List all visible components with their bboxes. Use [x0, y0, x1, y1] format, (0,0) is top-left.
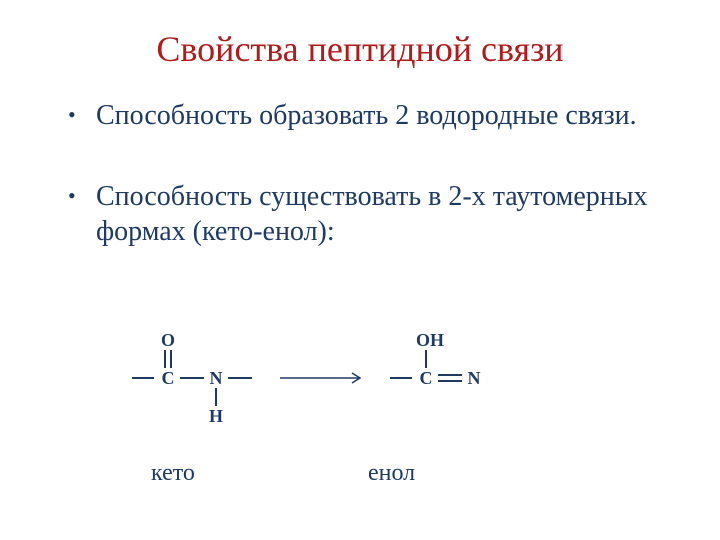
slide-title: Свойства пептидной связи: [50, 28, 670, 70]
bullet-item: Способность существовать в 2-х таутомерн…: [68, 179, 670, 249]
atom-label-N: N: [468, 368, 481, 388]
keto-structure: O C N H: [132, 330, 252, 426]
equilibrium-arrow: [280, 373, 360, 383]
bullet-item: Способность образовать 2 водородные связ…: [68, 98, 670, 133]
enol-structure: OH C N: [390, 330, 481, 388]
atom-label-C: C: [420, 368, 433, 388]
atom-label-C: C: [162, 368, 175, 388]
atom-label-OH: OH: [416, 330, 444, 350]
bullet-list: Способность образовать 2 водородные связ…: [50, 98, 670, 249]
slide: Свойства пептидной связи Способность обр…: [0, 0, 720, 540]
bullet-text: Способность существовать в 2-х таутомерн…: [96, 181, 648, 247]
atom-label-O: O: [161, 330, 175, 350]
atom-label-N: N: [210, 368, 223, 388]
keto-caption: кето: [151, 460, 195, 487]
atom-label-H: H: [209, 406, 223, 426]
bullet-text: Способность образовать 2 водородные связ…: [96, 100, 637, 131]
enol-caption: енол: [368, 460, 415, 487]
